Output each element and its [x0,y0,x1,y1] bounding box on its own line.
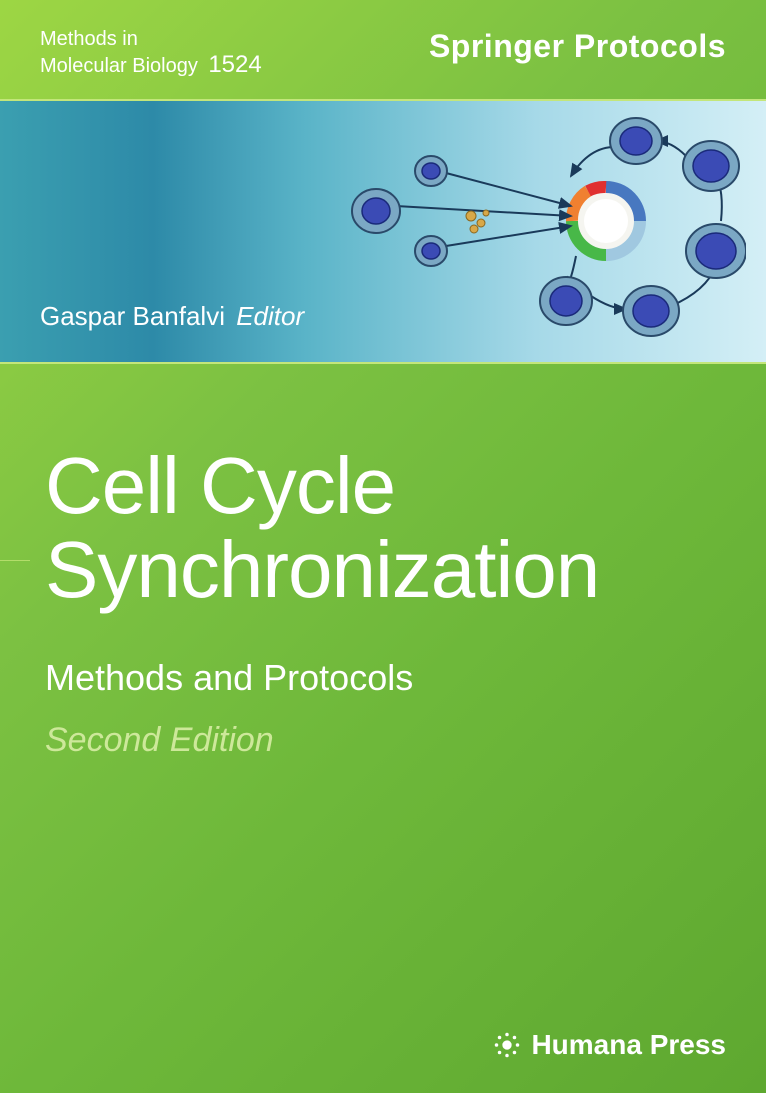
publisher-block: Humana Press [493,1029,726,1061]
edition-label: Second Edition [45,721,721,760]
side-rule [0,560,30,561]
publisher-name: Humana Press [531,1029,726,1061]
cell-5 [623,286,679,336]
editor-name: Gaspar Banfalvi [40,301,225,331]
banner: Gaspar Banfalvi Editor [0,99,766,364]
title-line2: Synchronization [45,528,721,612]
main-content: Cell Cycle Synchronization Methods and P… [0,364,766,760]
series-name-line2-wrap: Molecular Biology 1524 [40,51,262,79]
cell-3 [415,236,447,266]
cell-7 [683,141,739,191]
cell-2 [415,156,447,186]
brand-label: Springer Protocols [429,28,726,65]
book-subtitle: Methods and Protocols [45,657,721,699]
publisher-icon [493,1031,521,1059]
series-name-line1: Methods in [40,28,262,51]
editor-role: Editor [236,301,304,331]
editor-line: Gaspar Banfalvi Editor [40,301,304,332]
title-line1: Cell Cycle [45,444,721,528]
series-block: Methods in Molecular Biology 1524 [40,28,262,79]
cell-4 [540,277,592,325]
cell-1 [352,189,400,233]
header-bar: Methods in Molecular Biology 1524 Spring… [0,0,766,99]
cell-6 [686,224,746,278]
series-name-line2: Molecular Biology [40,55,198,77]
series-number: 1524 [208,51,261,79]
cell-cycle-diagram [316,111,746,351]
book-title: Cell Cycle Synchronization [45,444,721,612]
cell-8 [610,118,662,164]
